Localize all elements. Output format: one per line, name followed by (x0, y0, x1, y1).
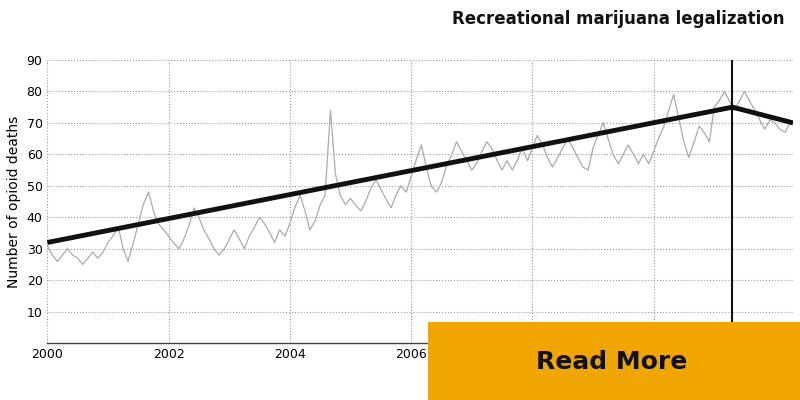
Text: Read More: Read More (536, 350, 688, 374)
Y-axis label: Number of opioid deaths: Number of opioid deaths (7, 116, 21, 288)
Text: Recreational marijuana legalization: Recreational marijuana legalization (451, 10, 784, 28)
